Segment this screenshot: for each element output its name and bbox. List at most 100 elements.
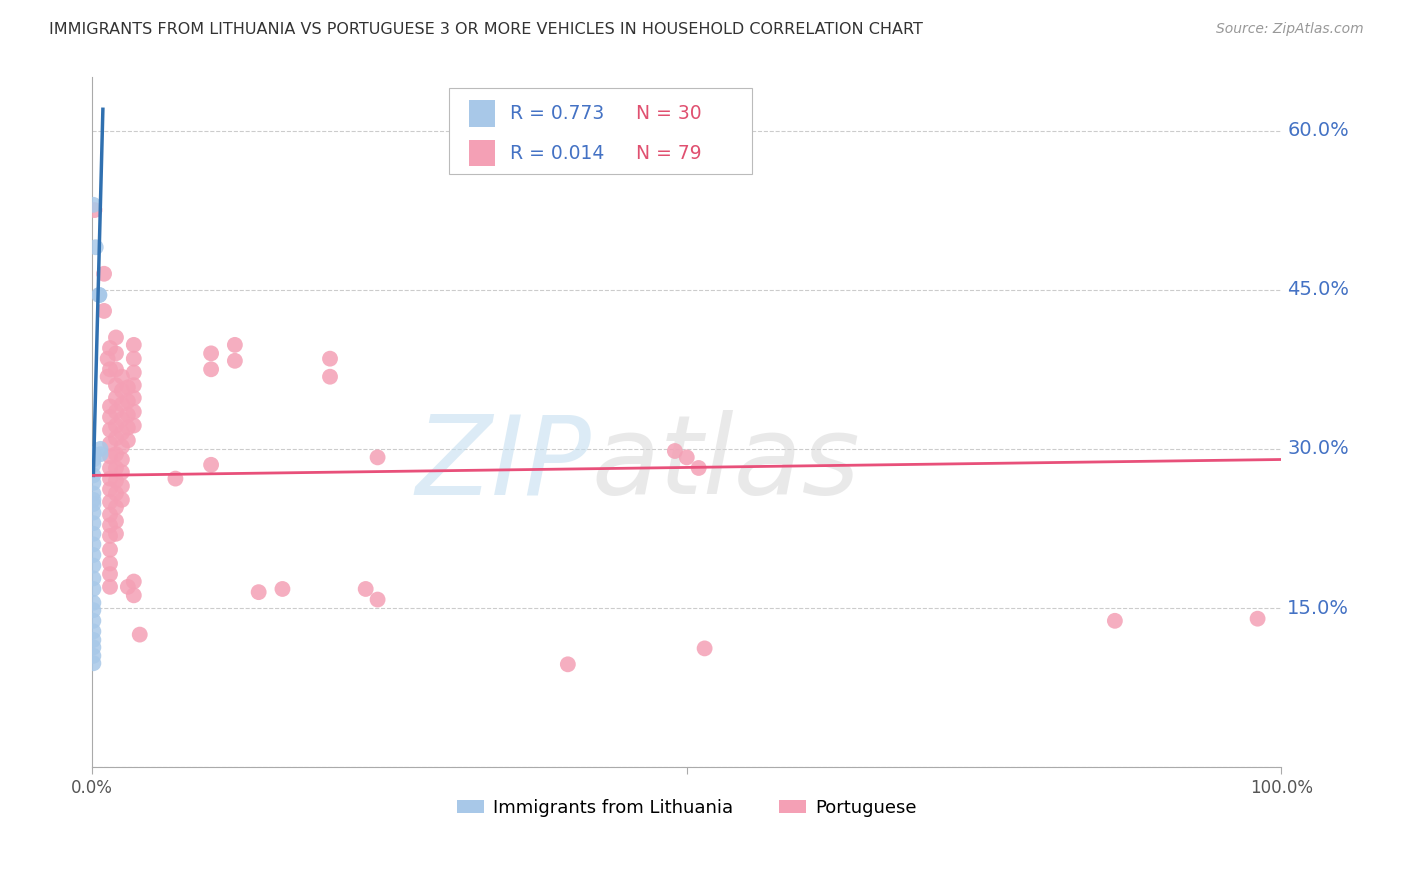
Point — [1246, 612, 1268, 626]
FancyBboxPatch shape — [470, 100, 495, 127]
Point — [93, 267, 115, 281]
Point — [122, 574, 145, 589]
Text: IMMIGRANTS FROM LITHUANIA VS PORTUGUESE 3 OR MORE VEHICLES IN HOUSEHOLD CORRELAT: IMMIGRANTS FROM LITHUANIA VS PORTUGUESE … — [49, 22, 924, 37]
Point — [104, 418, 127, 433]
Point — [82, 603, 104, 617]
Point — [354, 582, 377, 596]
Point — [82, 506, 104, 520]
Point — [111, 492, 134, 507]
Point — [98, 557, 121, 571]
Point — [97, 351, 120, 366]
Point — [104, 486, 127, 500]
Point — [98, 508, 121, 522]
Point — [82, 640, 104, 655]
Point — [111, 412, 134, 426]
Point — [200, 346, 222, 360]
Point — [82, 492, 104, 507]
Legend: Immigrants from Lithuania, Portuguese: Immigrants from Lithuania, Portuguese — [450, 791, 924, 824]
Text: N = 79: N = 79 — [636, 144, 702, 162]
Point — [122, 351, 145, 366]
Point — [98, 341, 121, 355]
Point — [89, 288, 111, 302]
Point — [319, 351, 342, 366]
Point — [122, 338, 145, 352]
Point — [104, 391, 127, 405]
Point — [128, 627, 150, 641]
Point — [82, 526, 104, 541]
Point — [98, 542, 121, 557]
Text: ZIP: ZIP — [416, 410, 592, 517]
Point — [367, 592, 389, 607]
Point — [104, 346, 127, 360]
Point — [117, 394, 139, 409]
Point — [98, 472, 121, 486]
Point — [89, 442, 111, 456]
Point — [104, 431, 127, 445]
Point — [271, 582, 294, 596]
Point — [82, 548, 104, 562]
Point — [104, 378, 127, 392]
Text: 45.0%: 45.0% — [1288, 280, 1350, 299]
Text: N = 30: N = 30 — [636, 104, 702, 123]
Point — [82, 648, 104, 663]
FancyBboxPatch shape — [449, 87, 752, 174]
Point — [117, 380, 139, 394]
Point — [104, 461, 127, 475]
Point — [98, 410, 121, 425]
Point — [117, 408, 139, 422]
Point — [111, 440, 134, 454]
Text: Source: ZipAtlas.com: Source: ZipAtlas.com — [1216, 22, 1364, 37]
Point — [247, 585, 270, 599]
Point — [98, 362, 121, 376]
Point — [82, 582, 104, 596]
Text: R = 0.773: R = 0.773 — [509, 104, 603, 123]
Text: atlas: atlas — [592, 410, 860, 517]
Point — [693, 641, 716, 656]
Point — [82, 468, 104, 483]
Text: 15.0%: 15.0% — [1288, 599, 1350, 617]
Point — [104, 500, 127, 515]
Point — [104, 447, 127, 461]
Point — [98, 529, 121, 543]
Point — [111, 369, 134, 384]
Point — [98, 461, 121, 475]
Point — [82, 452, 104, 467]
Point — [82, 657, 104, 671]
Point — [117, 580, 139, 594]
Point — [98, 567, 121, 582]
Point — [122, 366, 145, 380]
Point — [82, 486, 104, 500]
Point — [84, 240, 107, 254]
Point — [200, 362, 222, 376]
Point — [104, 514, 127, 528]
Text: 60.0%: 60.0% — [1288, 121, 1350, 140]
Point — [82, 516, 104, 531]
Point — [117, 420, 139, 434]
Point — [122, 378, 145, 392]
Point — [98, 495, 121, 509]
Point — [98, 423, 121, 437]
Point — [165, 472, 187, 486]
Point — [675, 450, 697, 465]
Point — [111, 465, 134, 479]
Point — [98, 436, 121, 450]
Point — [319, 369, 342, 384]
Point — [98, 482, 121, 496]
Point — [98, 450, 121, 464]
Point — [98, 400, 121, 414]
Point — [122, 405, 145, 419]
Point — [104, 526, 127, 541]
Point — [98, 518, 121, 533]
Point — [82, 571, 104, 585]
Point — [111, 384, 134, 398]
FancyBboxPatch shape — [470, 140, 495, 166]
Point — [111, 479, 134, 493]
Point — [82, 558, 104, 573]
Point — [82, 475, 104, 490]
Point — [122, 588, 145, 602]
Point — [82, 497, 104, 511]
Point — [97, 369, 120, 384]
Text: R = 0.014: R = 0.014 — [509, 144, 605, 162]
Point — [122, 391, 145, 405]
Point — [111, 425, 134, 440]
